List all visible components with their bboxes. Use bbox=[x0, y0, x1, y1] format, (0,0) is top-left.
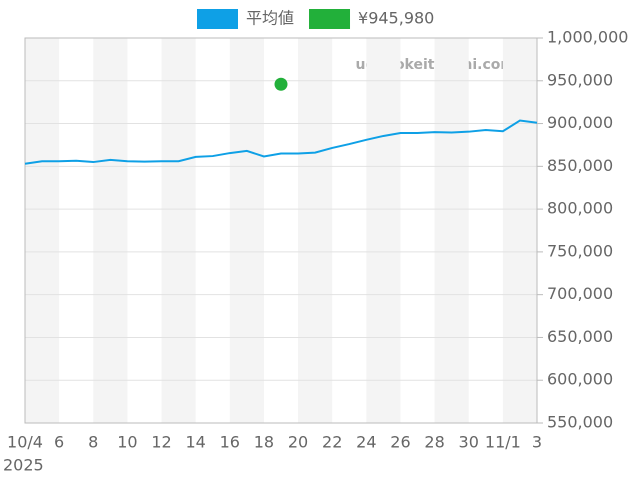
y-tick-label: 900,000 bbox=[547, 113, 613, 132]
x-tick-label: 10/4 bbox=[7, 433, 43, 452]
data-line bbox=[24, 119, 538, 165]
x-tick-label: 20 bbox=[288, 433, 308, 452]
x-tick-label: 16 bbox=[220, 433, 240, 452]
x-tick-label: 22 bbox=[322, 433, 342, 452]
x-tick-label: 11/1 bbox=[485, 433, 521, 452]
band bbox=[366, 38, 401, 423]
x-sublabel: 2025 bbox=[3, 456, 44, 475]
x-tick-label: 6 bbox=[54, 433, 64, 452]
y-tick-label: 600,000 bbox=[547, 370, 613, 389]
y-tick-label: 650,000 bbox=[547, 327, 613, 346]
legend-label: 平均値 bbox=[246, 9, 294, 28]
legend-swatch bbox=[309, 9, 351, 29]
x-tick-label: 26 bbox=[390, 433, 410, 452]
y-tick-label: 950,000 bbox=[547, 70, 613, 89]
band bbox=[161, 38, 196, 423]
data-point bbox=[274, 77, 288, 91]
y-tick-label: 750,000 bbox=[547, 241, 613, 260]
legend-label: ¥945,980 bbox=[358, 9, 434, 28]
band bbox=[229, 38, 264, 423]
band bbox=[298, 38, 333, 423]
plot-frame bbox=[24, 37, 538, 424]
y-tick-label: 550,000 bbox=[547, 413, 613, 432]
y-tick-label: 850,000 bbox=[547, 156, 613, 175]
band bbox=[502, 38, 537, 423]
x-tick-label: 10 bbox=[117, 433, 137, 452]
x-tick-label: 30 bbox=[459, 433, 479, 452]
y-tick-label: 1,000,000 bbox=[547, 28, 628, 47]
x-tick-label: 28 bbox=[424, 433, 444, 452]
x-tick-label: 24 bbox=[356, 433, 376, 452]
band bbox=[434, 38, 469, 423]
legend-swatch bbox=[197, 9, 238, 29]
x-tick-label: 14 bbox=[185, 433, 205, 452]
band bbox=[93, 38, 128, 423]
x-tick-label: 3 bbox=[532, 433, 542, 452]
y-tick-label: 800,000 bbox=[547, 199, 613, 218]
x-tick-label: 18 bbox=[254, 433, 274, 452]
x-tick-label: 8 bbox=[88, 433, 98, 452]
y-tick-label: 700,000 bbox=[547, 284, 613, 303]
band bbox=[25, 38, 60, 423]
x-tick-label: 12 bbox=[151, 433, 171, 452]
